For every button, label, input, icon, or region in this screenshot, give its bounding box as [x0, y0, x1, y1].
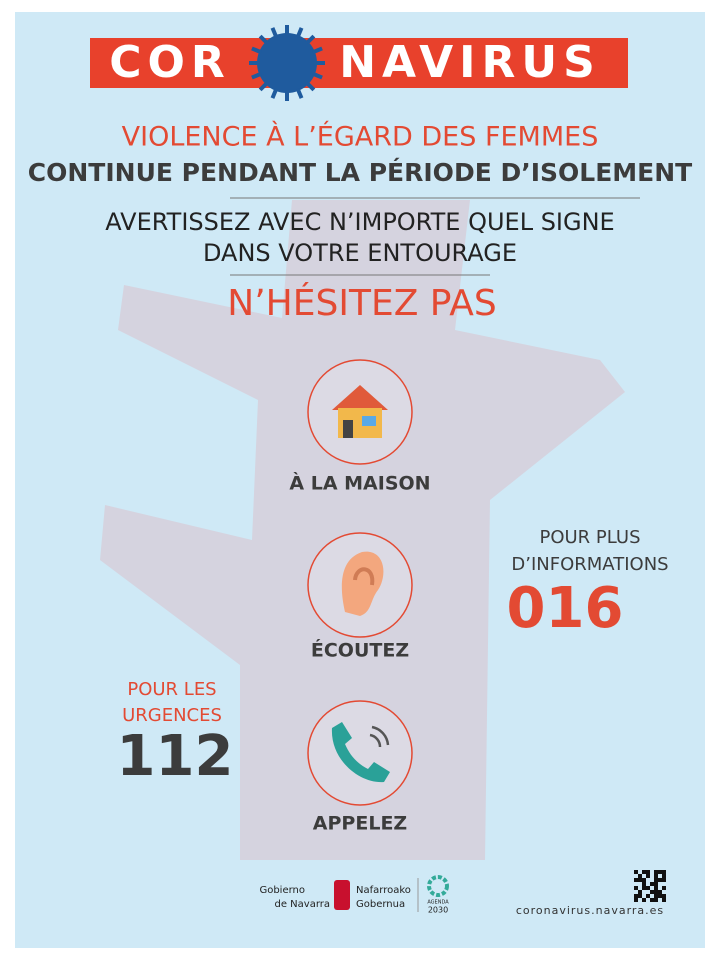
qr-cell: [646, 894, 650, 898]
virus-icon: [249, 25, 325, 101]
house-item: [307, 359, 413, 465]
qr-cell: [650, 898, 654, 902]
virus-spike: [295, 27, 304, 38]
item-label: ÉCOUTEZ: [311, 639, 409, 662]
qr-cell: [642, 878, 646, 882]
logo-text: Gobernua: [356, 899, 405, 910]
qr-cell: [662, 894, 666, 898]
logo-text: 2030: [428, 906, 448, 915]
qr-cell: [662, 874, 666, 878]
virus-spike: [312, 71, 323, 80]
qr-cell: [646, 870, 650, 874]
logo-text: de Navarra: [274, 899, 330, 910]
qr-cell: [654, 870, 658, 874]
phone-item: [307, 700, 413, 806]
url: coronavirus.navarra.es: [516, 904, 664, 917]
emergency-number: 112: [117, 724, 234, 789]
qr-cell: [662, 898, 666, 902]
advice-2: DANS VOTRE ENTOURAGE: [203, 239, 517, 267]
banner-left: COR: [109, 37, 231, 88]
headline-1: VIOLENCE À L’ÉGARD DES FEMMES: [122, 121, 599, 153]
virus-spike: [258, 81, 269, 92]
qr-cell: [638, 890, 642, 894]
qr-cell: [634, 886, 638, 890]
qr-cell: [654, 874, 658, 878]
qr-code: [634, 870, 666, 902]
qr-cell: [654, 890, 658, 894]
advice-1: AVERTISSEZ AVEC N’IMPORTE QUEL SIGNE: [105, 208, 614, 236]
virus-spike: [251, 46, 262, 55]
qr-cell: [654, 886, 658, 890]
qr-cell: [662, 878, 666, 882]
qr-cell: [638, 874, 642, 878]
logo-text: Nafarroako: [356, 885, 411, 896]
qr-cell: [658, 894, 662, 898]
virus-spike: [312, 46, 323, 55]
qr-cell: [658, 878, 662, 882]
virus-spike: [251, 71, 262, 80]
qr-cell: [662, 886, 666, 890]
qr-cell: [646, 874, 650, 878]
qr-cell: [634, 878, 638, 882]
virus-spike: [295, 88, 304, 99]
qr-cell: [654, 898, 658, 902]
virus-spike: [270, 27, 279, 38]
qr-cell: [634, 870, 638, 874]
info-line: POUR PLUS: [539, 527, 640, 548]
qr-cell: [658, 870, 662, 874]
virus-spike: [270, 88, 279, 99]
item-label: À LA MAISON: [289, 472, 430, 495]
qr-cell: [638, 878, 642, 882]
headline-2: CONTINUE PENDANT LA PÉRIODE D’ISOLEMENT: [28, 158, 692, 187]
qr-cell: [634, 894, 638, 898]
virus-spike: [258, 34, 269, 45]
virus-spike: [305, 81, 316, 92]
ear-item: [307, 532, 413, 638]
item-label: APPELEZ: [313, 813, 407, 835]
qr-cell: [658, 890, 662, 894]
emergency-line: URGENCES: [122, 705, 222, 726]
qr-cell: [642, 882, 646, 886]
qr-cell: [638, 894, 642, 898]
qr-cell: [634, 898, 638, 902]
qr-cell: [642, 898, 646, 902]
banner-right: NAVIRUS: [339, 37, 601, 88]
qr-cell: [650, 882, 654, 886]
banner: [90, 38, 628, 88]
emergency-line: POUR LES: [127, 679, 216, 700]
virus-spike: [305, 34, 316, 45]
qr-cell: [646, 886, 650, 890]
qr-cell: [642, 870, 646, 874]
qr-cell: [662, 870, 666, 874]
logo-text: Gobierno: [259, 885, 305, 896]
qr-cell: [654, 882, 658, 886]
hand: [100, 200, 625, 860]
call-to-action: N’HÉSITEZ PAS: [227, 282, 496, 324]
qr-cell: [654, 878, 658, 882]
qr-cell: [654, 894, 658, 898]
info-line: D’INFORMATIONS: [511, 554, 668, 575]
logo-text: AGENDA: [427, 900, 449, 906]
qr-cell: [642, 886, 646, 890]
qr-cell: [650, 890, 654, 894]
info-number: 016: [507, 576, 624, 641]
footer-logos: Gobierno de Navarra Nafarroako Gobernua …: [259, 870, 666, 917]
